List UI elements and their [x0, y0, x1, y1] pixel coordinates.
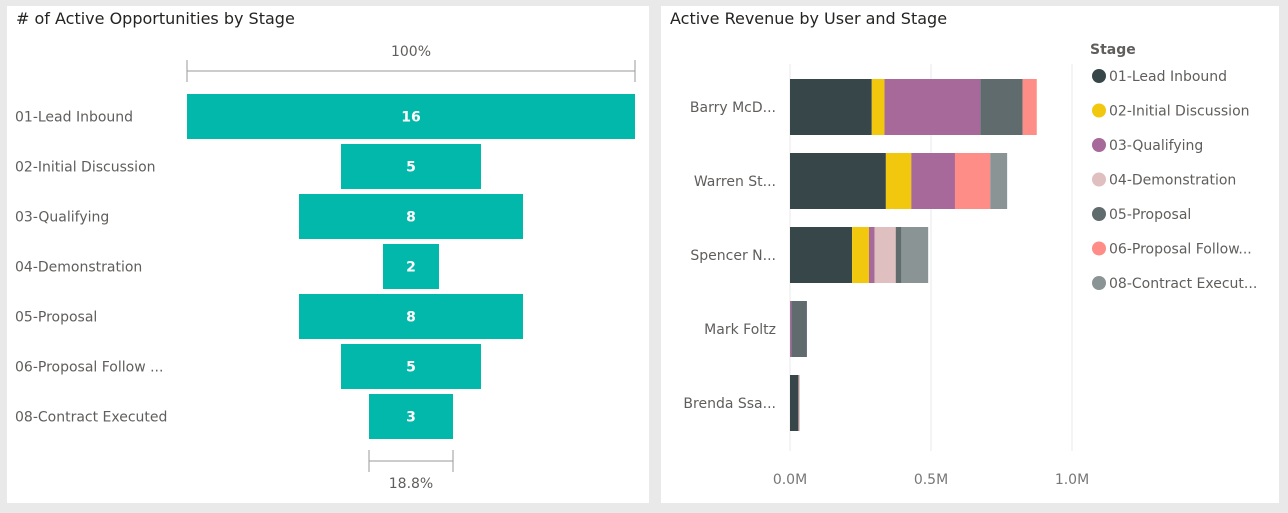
legend-label[interactable]: 06-Proposal Follow...	[1109, 242, 1252, 258]
stacked-bar-segment[interactable]	[1022, 79, 1037, 135]
stacked-bar-segment[interactable]	[911, 153, 955, 209]
funnel-bar[interactable]	[341, 144, 481, 189]
stacked-bar-segment[interactable]	[885, 153, 912, 209]
funnel-bar-value: 5	[406, 160, 416, 176]
legend-marker[interactable]	[1092, 207, 1106, 221]
funnel-bar-value: 5	[406, 360, 416, 376]
funnel-chart-title: # of Active Opportunities by Stage	[16, 9, 295, 28]
funnel-category-label: 05-Proposal	[15, 310, 97, 326]
y-category-label: Spencer N...	[690, 248, 776, 264]
funnel-bar[interactable]	[341, 344, 481, 389]
stacked-bar-segment[interactable]	[790, 153, 886, 209]
legend-marker[interactable]	[1092, 172, 1106, 187]
stacked-bar-segment[interactable]	[790, 79, 872, 135]
y-category-label: Mark Foltz	[704, 322, 776, 338]
stacked-bar-segment[interactable]	[790, 227, 853, 283]
stacked-bar-segment[interactable]	[884, 79, 981, 135]
funnel-bar-value: 8	[406, 210, 416, 226]
y-category-label: Brenda Ssa...	[683, 396, 776, 412]
legend-marker[interactable]	[1092, 276, 1106, 290]
funnel-category-label: 06-Proposal Follow ...	[15, 360, 163, 376]
legend-marker[interactable]	[1092, 69, 1106, 83]
stacked-bar-segment[interactable]	[798, 375, 800, 431]
legend-label[interactable]: 03-Qualifying	[1109, 138, 1203, 154]
funnel-bar[interactable]	[383, 244, 439, 289]
funnel-bar[interactable]	[187, 94, 635, 139]
stacked-bar-segment[interactable]	[954, 153, 991, 209]
stacked-bar-segment[interactable]	[852, 227, 869, 283]
legend-label[interactable]: 01-Lead Inbound	[1109, 69, 1227, 85]
funnel-bar[interactable]	[299, 294, 523, 339]
legend-label[interactable]: 05-Proposal	[1109, 207, 1191, 223]
legend-label[interactable]: 08-Contract Execut...	[1109, 276, 1257, 292]
x-tick-label: 0.5M	[914, 472, 948, 488]
funnel-chart: 100% 01-Lead Inbound 16 02-Initial Discussi…	[15, 44, 636, 492]
funnel-bar-value: 3	[406, 410, 416, 426]
y-category-label: Warren St...	[694, 174, 776, 190]
stacked-bar-chart: 0.0M 0.5M 1.0M Barry McD... Warren St... Spen…	[683, 42, 1257, 488]
funnel-bar-value: 16	[401, 110, 420, 126]
stacked-bar-segment[interactable]	[901, 227, 929, 283]
x-tick-label: 1.0M	[1055, 472, 1089, 488]
legend-marker[interactable]	[1092, 241, 1106, 256]
funnel-bottom-percent: 18.8%	[389, 476, 433, 492]
funnel-bar-value: 8	[406, 310, 416, 326]
funnel-category-label: 03-Qualifying	[15, 210, 109, 226]
legend-marker[interactable]	[1092, 138, 1106, 152]
stacked-bar-segment[interactable]	[990, 153, 1008, 209]
stacked-bar-segment[interactable]	[895, 227, 902, 283]
stacked-bar-chart-panel: Active Revenue by User and Stage 0.0M 0.5…	[661, 6, 1279, 503]
stacked-bar-chart-title: Active Revenue by User and Stage	[670, 9, 948, 28]
stacked-bar-segment[interactable]	[871, 79, 885, 135]
stacked-bar-segment[interactable]	[790, 301, 792, 357]
stacked-bar-segment[interactable]	[980, 79, 1023, 135]
stacked-bar-segment[interactable]	[868, 227, 875, 283]
legend-marker[interactable]	[1092, 103, 1106, 118]
y-category-label: Barry McD...	[690, 100, 776, 116]
funnel-bottom-bracket	[368, 450, 454, 472]
funnel-bar[interactable]	[369, 394, 453, 439]
stacked-bar-segment[interactable]	[790, 375, 799, 431]
stacked-bar-segment[interactable]	[791, 301, 807, 357]
funnel-category-label: 04-Demonstration	[15, 260, 142, 276]
x-tick-label: 0.0M	[773, 472, 807, 488]
legend-title: Stage	[1090, 42, 1136, 58]
funnel-category-label: 02-Initial Discussion	[15, 160, 156, 176]
funnel-category-label: 08-Contract Executed	[15, 410, 167, 426]
legend-label[interactable]: 02-Initial Discussion	[1109, 104, 1250, 120]
funnel-bar[interactable]	[299, 194, 523, 239]
funnel-top-percent: 100%	[391, 44, 431, 60]
funnel-chart-panel: # of Active Opportunities by Stage 100% 0…	[7, 6, 649, 503]
stacked-bar-segment[interactable]	[874, 227, 896, 283]
funnel-category-label: 01-Lead Inbound	[15, 110, 133, 126]
legend-label[interactable]: 04-Demonstration	[1109, 173, 1236, 189]
funnel-bar-value: 2	[406, 260, 416, 276]
funnel-top-bracket	[186, 60, 636, 82]
